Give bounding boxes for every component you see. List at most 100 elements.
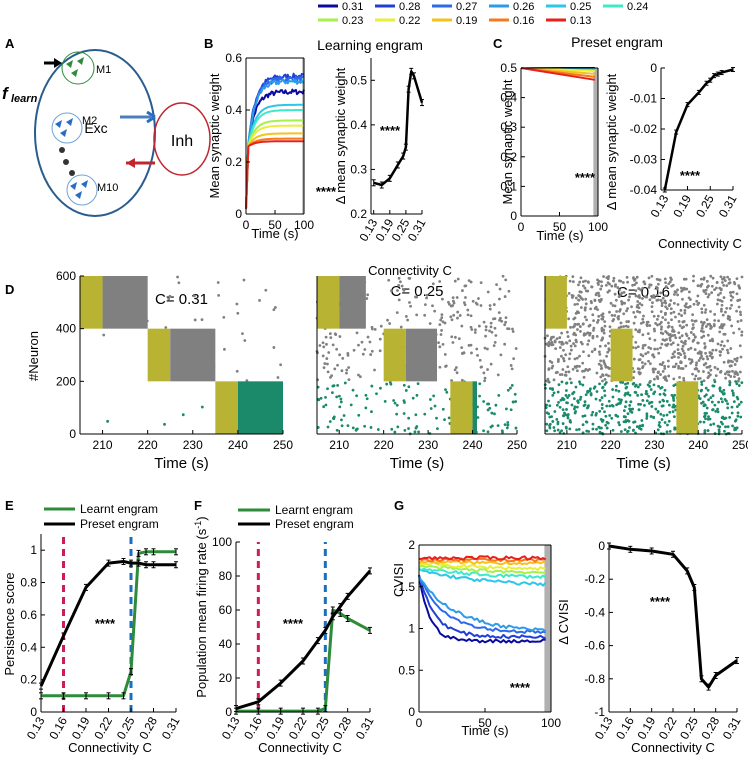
D-spike-dot (706, 333, 710, 337)
D-spike-dot (732, 331, 736, 335)
D-spike-dot (497, 311, 501, 314)
G-left-ylabel: CVISI (391, 563, 406, 597)
D-spike-dot (591, 313, 595, 317)
D-spike-dot (638, 383, 642, 386)
D-spike-dot (728, 383, 732, 387)
D-spike-dot (339, 400, 343, 404)
B-left-significance: **** (316, 184, 337, 199)
D-spike-dot (702, 289, 706, 292)
D-spike-dot (347, 378, 351, 382)
E-xlabel: Connectivity C (68, 740, 152, 755)
D-spike-dot (708, 339, 712, 343)
D-spike-dot (636, 330, 640, 333)
D-spike-dot (658, 400, 662, 404)
C-left-ytick-label: 0.1 (500, 179, 517, 193)
D-spike-dot (707, 365, 711, 369)
D-spike-dot (441, 320, 445, 324)
D-spike-dot (460, 378, 464, 382)
D-spike-dot (603, 389, 606, 393)
D-spike-dot (632, 321, 636, 325)
D-spike-dot (488, 329, 491, 333)
D-xlabel-1: Time (s) (390, 455, 444, 472)
D-spike-dot (703, 412, 707, 415)
D-spike-dot (343, 381, 347, 385)
D-spike-dot (641, 320, 645, 324)
D-spike-dot (564, 370, 568, 374)
D-spike-dot (697, 369, 701, 373)
D-spike-dot (720, 303, 724, 307)
D-spike-dot (630, 305, 633, 309)
D-spike-dot (328, 332, 332, 336)
D-spike-dot (572, 332, 575, 336)
D-spike-dot (703, 311, 707, 314)
legend-label-0.13: 0.13 (570, 15, 591, 27)
D-spike-dot (592, 329, 595, 332)
D-spike-dot (677, 366, 681, 370)
D-spike-dot (659, 327, 663, 331)
D-spike-dot (360, 340, 364, 344)
D-spike-dot (632, 376, 635, 380)
D-spike-dot (734, 370, 738, 374)
G-line-0.13 (418, 555, 547, 561)
D-spike-dot (641, 399, 645, 402)
D-spike-dot (585, 406, 589, 410)
D-spike-dot (548, 426, 552, 430)
D-spike-dot (634, 289, 638, 293)
D-spike-dot (451, 341, 455, 344)
D-spike-dot (404, 389, 408, 392)
D-0-xtick-label: 230 (183, 438, 203, 452)
D-spike-dot (676, 293, 679, 297)
D-spike-dot (488, 304, 492, 307)
D-spike-dot (575, 356, 579, 360)
D-spike-dot (603, 410, 606, 414)
D-spike-dot (690, 319, 694, 322)
D-spike-dot (603, 324, 607, 328)
D-spike-dot (236, 311, 240, 315)
B-right-ylabel: Δ mean synaptic weight (333, 67, 348, 204)
D-spike-dot (625, 385, 629, 389)
D-spike-dot (617, 421, 621, 424)
D-spike-dot (668, 338, 672, 342)
D-spike-dot (243, 339, 247, 342)
D-spike-dot (676, 348, 680, 352)
D-spike-dot (634, 315, 637, 319)
D-spike-dot (573, 344, 577, 348)
D-spike-dot (425, 296, 428, 300)
G-right-xtick-label: 0.16 (613, 714, 637, 742)
D-spike-dot (387, 278, 391, 282)
D-spike-dot (192, 294, 196, 298)
D-spike-dot (649, 283, 653, 287)
D-spike-dot (707, 398, 710, 402)
D-spike-dot (622, 325, 626, 328)
C-left-ytick-label: 0.3 (500, 120, 517, 134)
D-spike-dot (658, 278, 662, 282)
D-cue-block (215, 381, 238, 434)
flearn-subscript: learn (11, 93, 38, 105)
D-spike-dot (628, 403, 632, 407)
D-spike-dot (413, 430, 417, 434)
D-spike-dot (102, 333, 106, 337)
D-spike-dot (714, 409, 718, 413)
D-spike-dot (719, 397, 723, 401)
D-spike-dot (604, 381, 608, 384)
D-spike-dot (639, 288, 643, 292)
D-spike-dot (599, 364, 603, 368)
D-spike-dot (370, 327, 374, 331)
D-spike-dot (650, 305, 654, 309)
D-xlabel-2: Time (s) (616, 455, 670, 472)
D-spike-dot (503, 323, 507, 327)
E-ytick-label: 0.2 (20, 673, 37, 687)
D-spike-dot (595, 334, 599, 338)
D-spike-dot (364, 393, 368, 397)
D-spike-dot (582, 375, 586, 379)
D-spike-dot (565, 408, 568, 411)
D-spike-dot (678, 375, 681, 379)
D-spike-dot (258, 299, 261, 302)
E-xtick-label: 0.22 (91, 714, 115, 742)
D-spike-dot (450, 318, 454, 322)
D-spike-dot (624, 419, 628, 422)
D-spike-dot (598, 426, 602, 430)
D-spike-dot (556, 390, 560, 394)
D-spike-dot (644, 295, 647, 299)
D-spike-dot (622, 290, 626, 294)
